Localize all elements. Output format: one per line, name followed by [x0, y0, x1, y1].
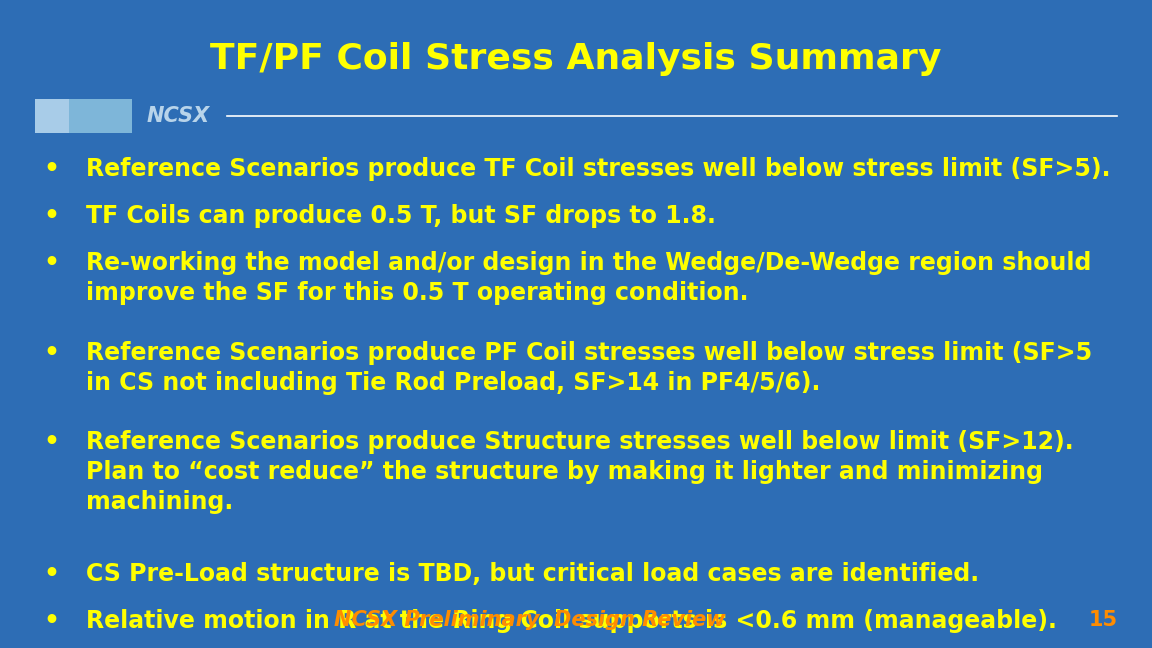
Text: •: • [44, 430, 60, 454]
Text: •: • [44, 562, 60, 586]
Text: •: • [44, 251, 60, 275]
Text: Re-working the model and/or design in the Wedge/De-Wedge region should
improve t: Re-working the model and/or design in th… [86, 251, 1092, 305]
Text: CS Pre-Load structure is TBD, but critical load cases are identified.: CS Pre-Load structure is TBD, but critic… [86, 562, 979, 586]
Text: Reference Scenarios produce TF Coil stresses well below stress limit (SF>5).: Reference Scenarios produce TF Coil stre… [86, 157, 1111, 181]
Text: Relative motion in R at the Ring Coil supports is <0.6 mm (manageable).: Relative motion in R at the Ring Coil su… [86, 609, 1058, 633]
Text: NCSX: NCSX [146, 106, 210, 126]
Text: 15: 15 [1089, 610, 1117, 630]
Text: •: • [44, 204, 60, 228]
Text: TF Coils can produce 0.5 T, but SF drops to 1.8.: TF Coils can produce 0.5 T, but SF drops… [86, 204, 717, 228]
Text: TF/PF Coil Stress Analysis Summary: TF/PF Coil Stress Analysis Summary [211, 42, 941, 76]
Text: •: • [44, 341, 60, 365]
Bar [35, 99, 132, 133]
Text: NCSX Preliminary  Design Review: NCSX Preliminary Design Review [334, 610, 726, 630]
Bar [35, 99, 69, 133]
Text: Reference Scenarios produce Structure stresses well below limit (SF>12).
Plan to: Reference Scenarios produce Structure st… [86, 430, 1074, 514]
Text: Reference Scenarios produce PF Coil stresses well below stress limit (SF>5
in CS: Reference Scenarios produce PF Coil stre… [86, 341, 1092, 395]
Text: •: • [44, 609, 60, 633]
Text: •: • [44, 157, 60, 181]
